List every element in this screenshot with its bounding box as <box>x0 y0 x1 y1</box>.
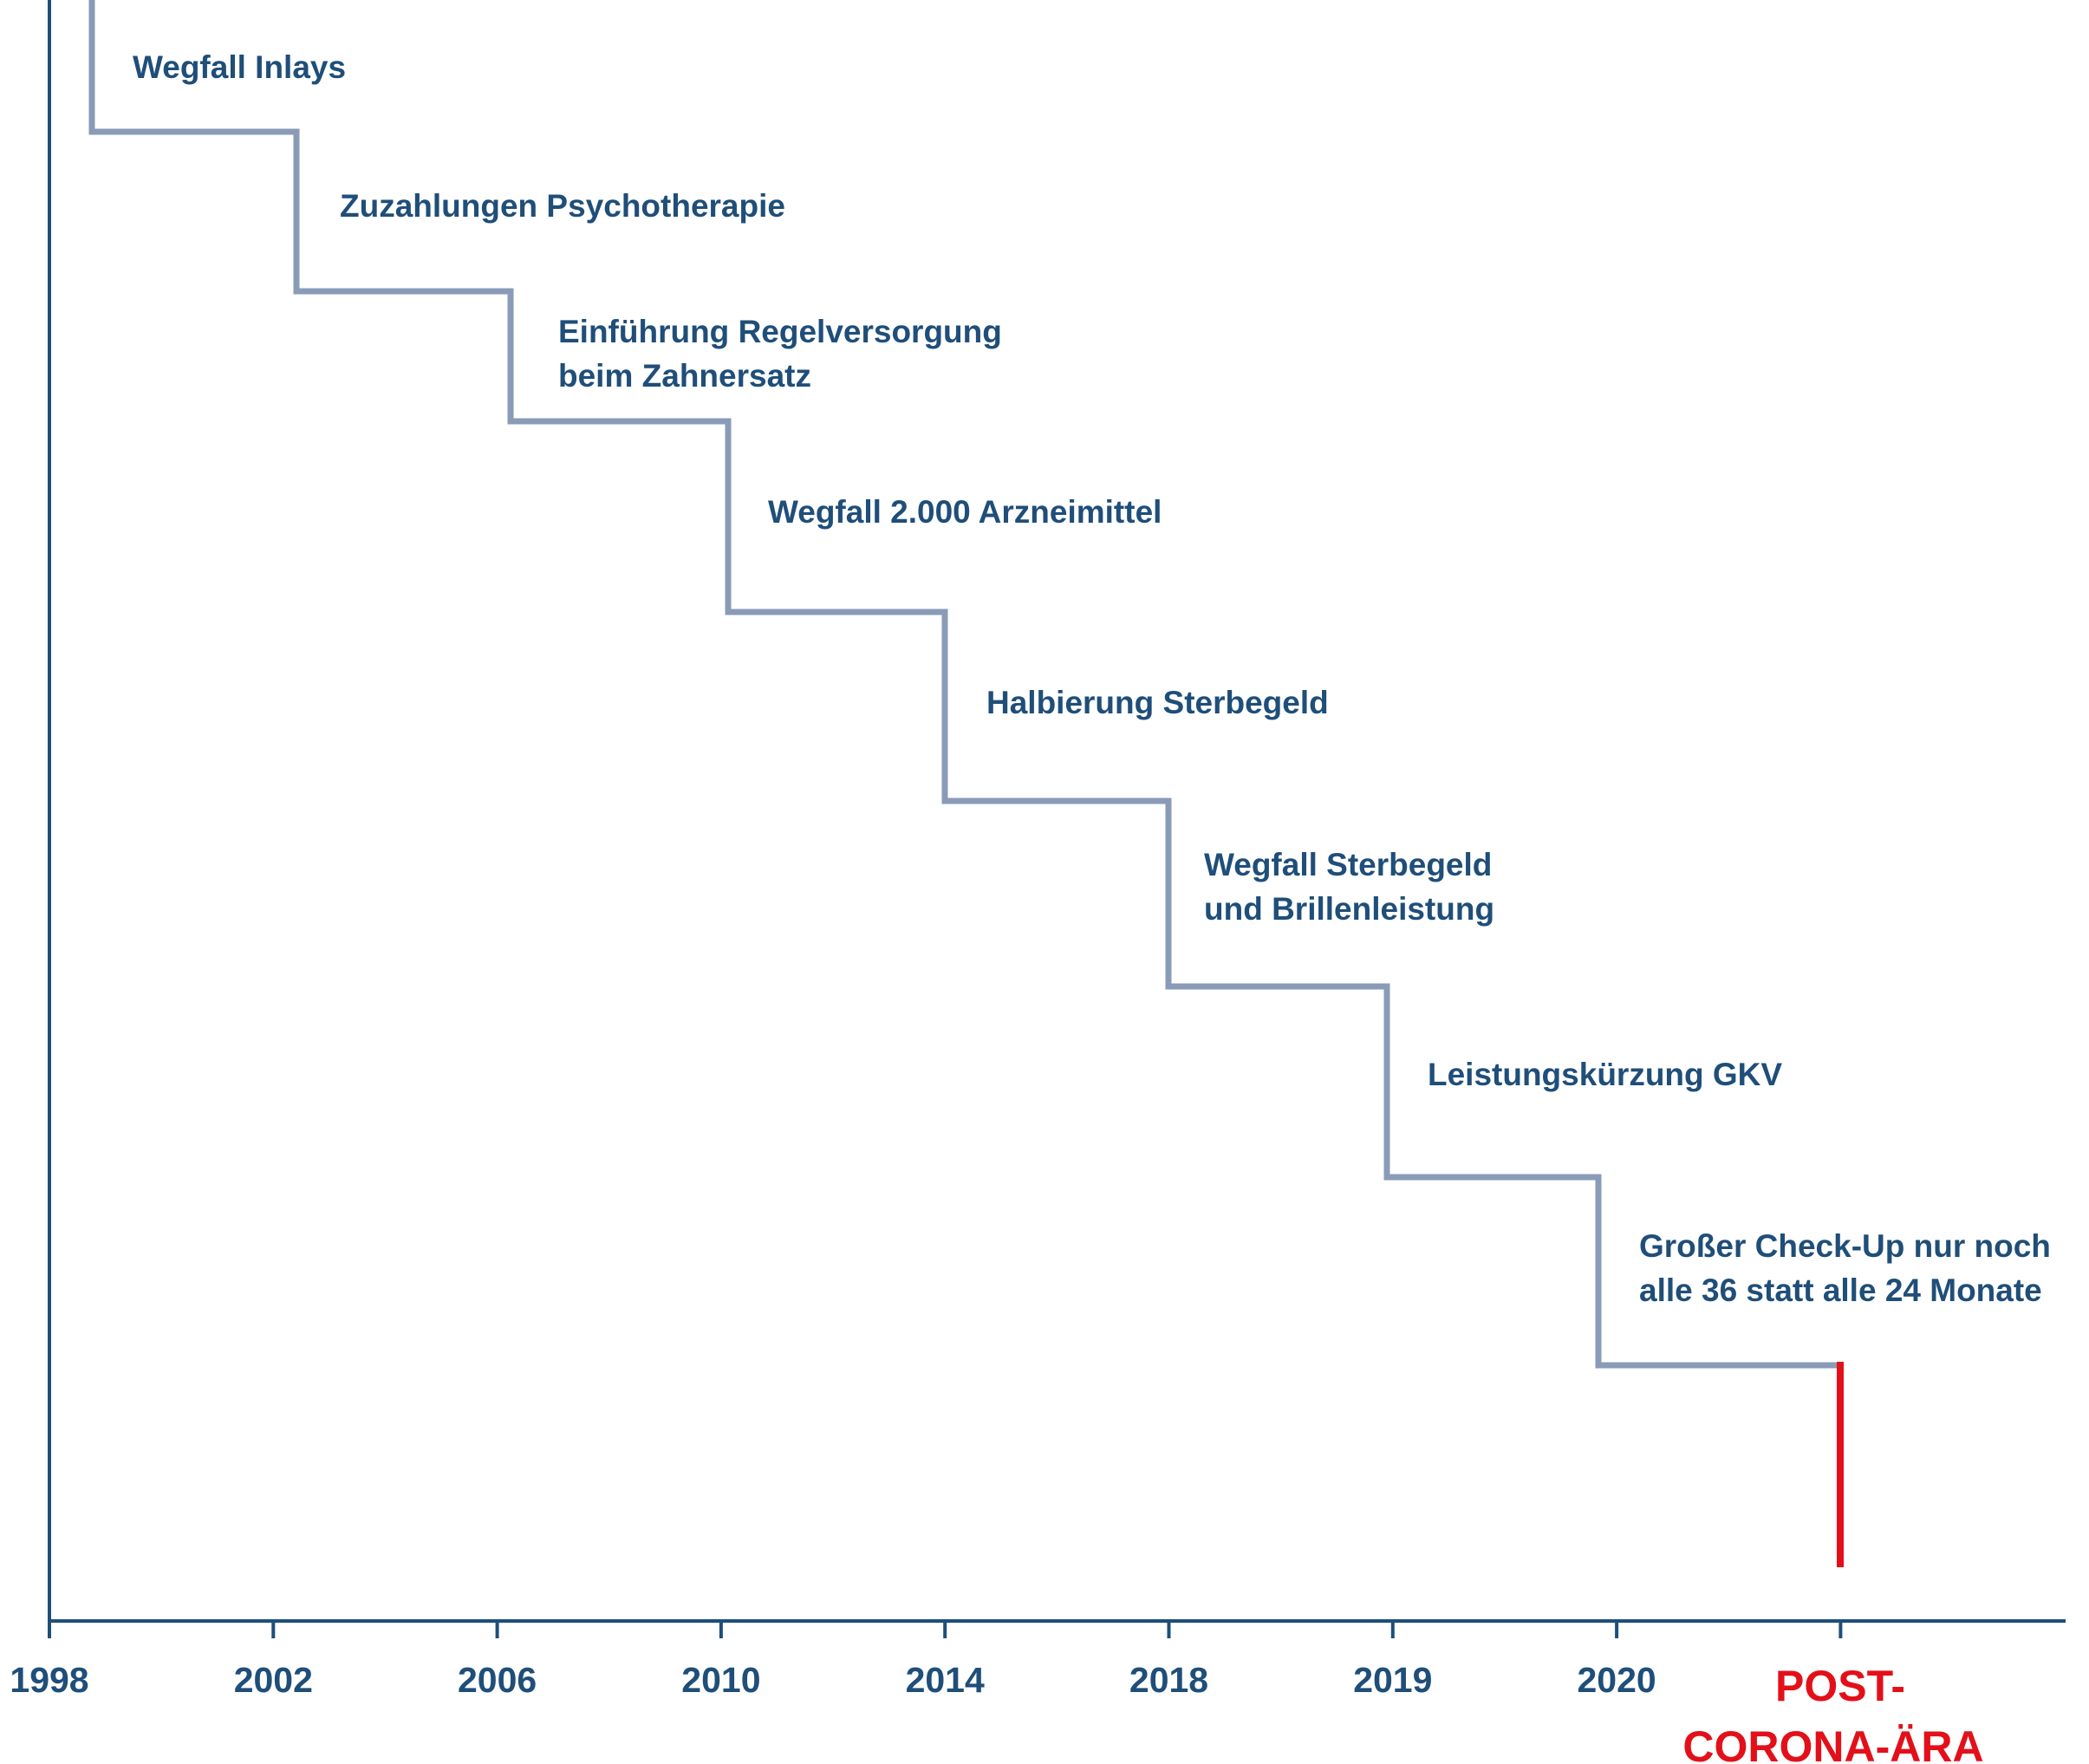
step-label: Wegfall Sterbegeld und Brillenleistung <box>1204 847 1494 927</box>
step-label-line: Wegfall 2.000 Arzneimittel <box>768 494 1162 530</box>
step-label-line: alle 36 statt alle 24 Monate <box>1639 1273 2042 1308</box>
step-labels: Wegfall Inlays Zuzahlungen Psychotherapie… <box>133 49 2051 1308</box>
x-tick-label: 2020 <box>1577 1660 1656 1700</box>
post-corona-label: CORONA-ÄRA <box>1682 1722 1983 1764</box>
step-path <box>88 0 1839 1369</box>
step-label: Einführung Regelversorgung beim Zahnersat… <box>558 314 1002 394</box>
x-tick-label: 1998 <box>10 1660 88 1700</box>
step-label-line: Wegfall Sterbegeld <box>1204 847 1492 882</box>
step-label-line: Leistungskürzung GKV <box>1428 1057 1782 1092</box>
step-label-line: Zuzahlungen Psychotherapie <box>340 188 785 224</box>
step-label: Großer Check-Up nur noch alle 36 statt al… <box>1639 1228 2051 1308</box>
step-label-line: und Brillenleistung <box>1204 891 1494 927</box>
step-label-line: Einführung Regelversorgung <box>558 314 1002 349</box>
chart-axes <box>48 0 2066 1638</box>
x-tick-label: 2019 <box>1353 1660 1432 1700</box>
step-label: Wegfall Inlays <box>133 49 346 85</box>
step-label: Halbierung Sterbegeld <box>986 685 1329 720</box>
step-label-line: Halbierung Sterbegeld <box>986 685 1329 720</box>
step-line <box>88 0 1839 1369</box>
step-label-line: Großer Check-Up nur noch <box>1639 1228 2051 1264</box>
step-label-line: beim Zahnersatz <box>558 358 811 394</box>
step-label: Zuzahlungen Psychotherapie <box>340 188 785 224</box>
step-label: Wegfall 2.000 Arzneimittel <box>768 494 1162 530</box>
post-corona-label: POST- <box>1775 1662 1905 1710</box>
step-label-line: Wegfall Inlays <box>133 49 346 85</box>
x-tick-labels: 1998 2002 2006 2010 2014 2018 2019 2020 POST- COR… <box>10 1660 1983 1764</box>
x-tick-label: 2006 <box>458 1660 537 1700</box>
step-label: Leistungskürzung GKV <box>1428 1057 1782 1092</box>
x-tick-label: 2018 <box>1129 1660 1208 1700</box>
x-tick-label: 2010 <box>681 1660 760 1700</box>
x-tick-label: 2014 <box>906 1660 985 1700</box>
x-tick-label: 2002 <box>234 1660 313 1700</box>
